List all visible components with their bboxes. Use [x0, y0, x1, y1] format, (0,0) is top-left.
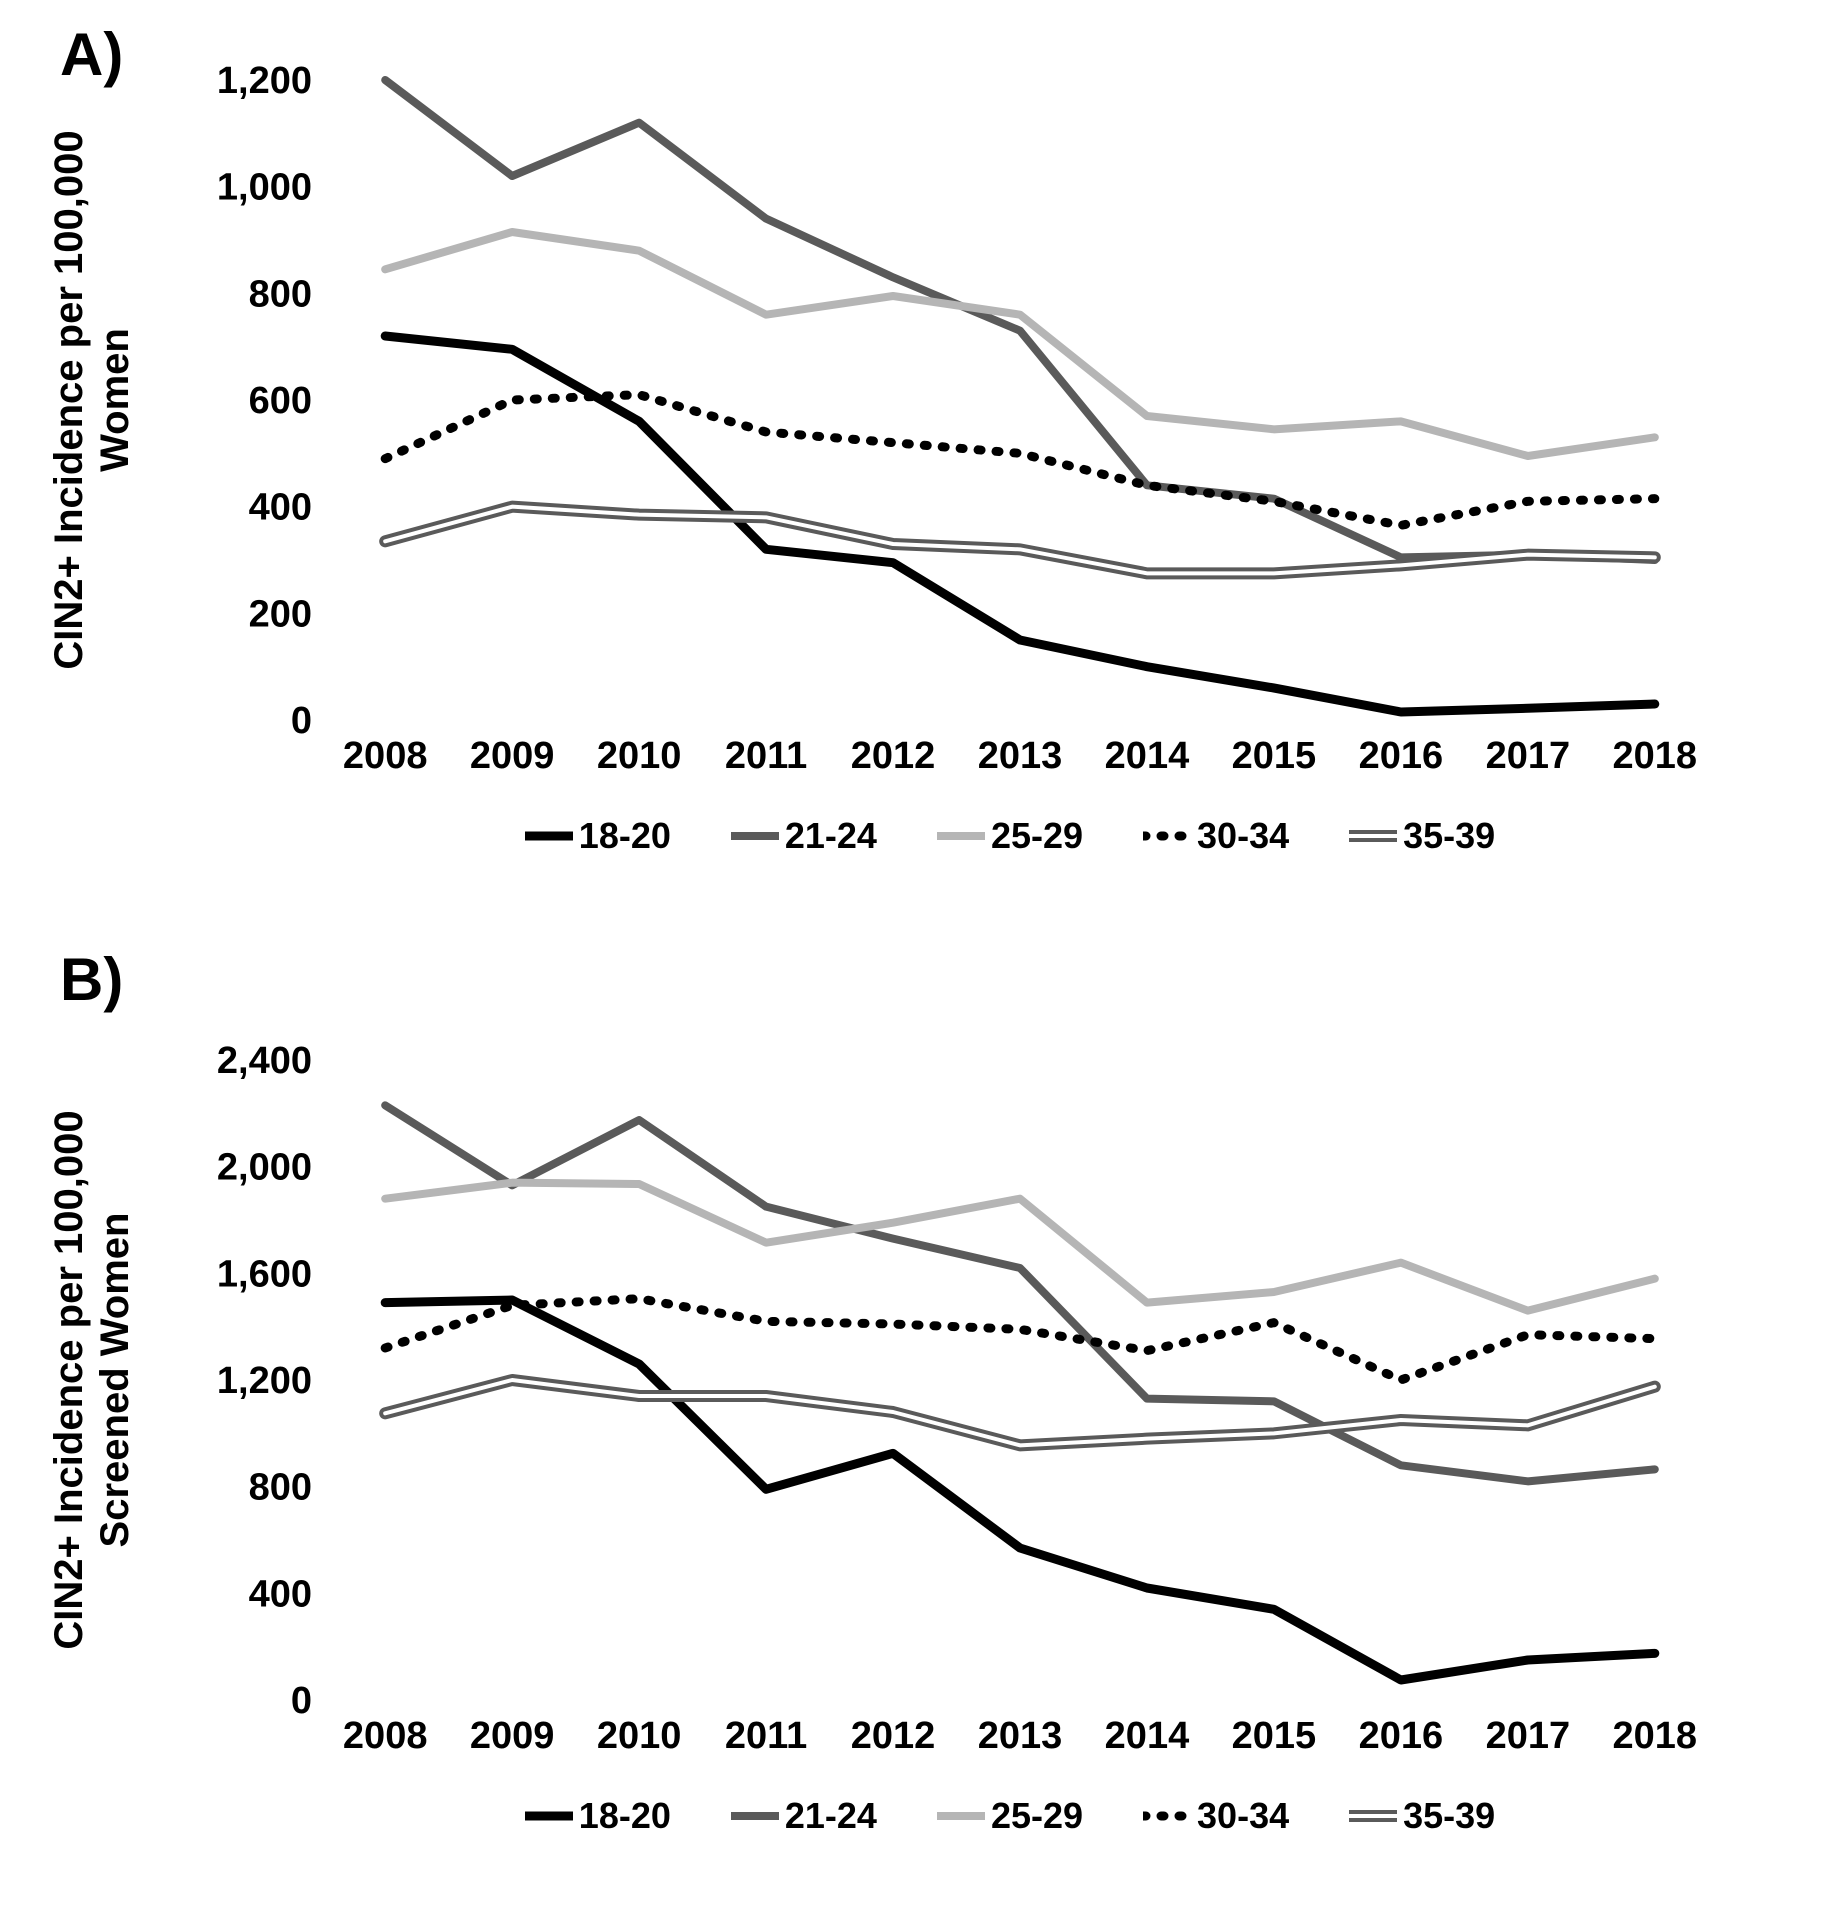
y-tick-label: 800 [249, 1467, 312, 1509]
legend-item-s35_39: 35-39 [1349, 815, 1495, 857]
legend-label: 18-20 [579, 815, 671, 857]
x-tick-label: 2018 [1613, 1715, 1698, 1757]
x-tick-label: 2011 [725, 1715, 807, 1757]
series-line-s18_20 [385, 1300, 1655, 1680]
y-tick-label: 2,400 [217, 1040, 312, 1082]
x-tick-label: 2013 [978, 1715, 1063, 1757]
legend-item-s18_20: 18-20 [525, 1795, 671, 1837]
y-tick-label: 0 [291, 1680, 312, 1722]
legend-a: 18-20 21-24 25-29 30-34 35-39 [300, 815, 1720, 857]
legend-item-s25_29: 25-29 [937, 1795, 1083, 1837]
y-tick-label: 1,200 [217, 1360, 312, 1402]
legend-swatch-s35_39 [1349, 824, 1397, 848]
legend-swatch-s18_20 [525, 1804, 573, 1828]
legend-swatch-s30_34 [1143, 1804, 1191, 1828]
legend-item-s25_29: 25-29 [937, 815, 1083, 857]
legend-label: 35-39 [1403, 815, 1495, 857]
y-tick-label: 1,600 [217, 1253, 312, 1295]
x-tick-label: 2017 [1486, 1715, 1571, 1757]
legend-label: 21-24 [785, 1795, 877, 1837]
chart-b: 0 400 800 1,200 1,600 2,000 2,400 2008 2009 2010 2… [0, 0, 1827, 1920]
y-tick-label: 2,000 [217, 1147, 312, 1189]
legend-item-s35_39: 35-39 [1349, 1795, 1495, 1837]
series-line-s30_34 [385, 1299, 1655, 1380]
legend-label: 18-20 [579, 1795, 671, 1837]
legend-b: 18-20 21-24 25-29 30-34 35-39 [300, 1795, 1720, 1837]
legend-item-s30_34: 30-34 [1143, 815, 1289, 857]
legend-label: 21-24 [785, 815, 877, 857]
legend-label: 30-34 [1197, 1795, 1289, 1837]
legend-swatch-s21_24 [731, 824, 779, 848]
legend-swatch-s30_34 [1143, 824, 1191, 848]
legend-swatch-s18_20 [525, 824, 573, 848]
x-tick-label: 2008 [343, 1715, 428, 1757]
x-tick-label: 2016 [1359, 1715, 1444, 1757]
legend-swatch-s21_24 [731, 1804, 779, 1828]
legend-swatch-s25_29 [937, 824, 985, 848]
y-tick-label: 400 [249, 1573, 312, 1615]
x-tick-label: 2009 [470, 1715, 555, 1757]
x-tick-label: 2010 [597, 1715, 682, 1757]
x-tick-label: 2015 [1232, 1715, 1317, 1757]
series-line-s25_29 [385, 1183, 1655, 1311]
page: A) 02004006008001,0001,20020082009201020… [0, 0, 1827, 1920]
panel-b: B) 04008001,2001,6002,0002,4002008200920… [0, 0, 1827, 1920]
legend-swatch-s35_39 [1349, 1804, 1397, 1828]
legend-item-s21_24: 21-24 [731, 1795, 877, 1837]
series-line-s35_39 [385, 1380, 1655, 1445]
legend-label: 25-29 [991, 815, 1083, 857]
legend-swatch-s25_29 [937, 1804, 985, 1828]
legend-label: 35-39 [1403, 1795, 1495, 1837]
legend-label: 25-29 [991, 1795, 1083, 1837]
y-axis-label: CIN2+ Incidence per 100,000Screened Wome… [47, 1110, 137, 1649]
legend-item-s30_34: 30-34 [1143, 1795, 1289, 1837]
legend-item-s21_24: 21-24 [731, 815, 877, 857]
legend-label: 30-34 [1197, 815, 1289, 857]
x-tick-label: 2012 [851, 1715, 936, 1757]
x-tick-label: 2014 [1105, 1715, 1190, 1757]
legend-item-s18_20: 18-20 [525, 815, 671, 857]
